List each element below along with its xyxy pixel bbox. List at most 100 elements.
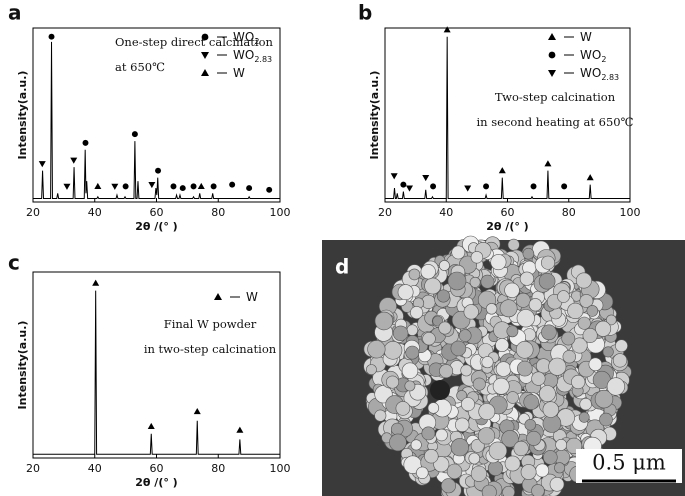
marker xyxy=(422,175,430,182)
sem-particle xyxy=(488,441,508,460)
x-tick-label: 60 xyxy=(150,206,164,219)
scale-bar-label: 0.5 μm xyxy=(592,451,666,475)
x-axis-label: 2θ /(° ) xyxy=(135,476,177,489)
sem-particle xyxy=(540,255,555,270)
sem-particle xyxy=(374,409,387,422)
x-tick-label: 100 xyxy=(270,462,291,475)
marker xyxy=(544,160,552,167)
x-tick-label: 100 xyxy=(620,206,641,219)
marker xyxy=(266,186,273,193)
sem-particle xyxy=(433,456,450,473)
marker xyxy=(530,183,537,190)
sem-particle xyxy=(579,398,592,411)
sem-particle xyxy=(421,426,436,441)
sem-particle xyxy=(516,360,533,377)
legend-symbol xyxy=(201,33,209,41)
legend-subscript: 2 xyxy=(601,55,606,64)
sem-particle xyxy=(435,428,448,442)
sem-particle xyxy=(582,327,598,343)
sem-particle xyxy=(588,357,603,372)
legend-symbol xyxy=(548,70,556,77)
sem-particle xyxy=(405,345,420,360)
x-tick-label: 80 xyxy=(211,462,225,475)
sem-particle xyxy=(460,364,473,377)
x-tick-label: 60 xyxy=(501,206,515,219)
legend-symbol xyxy=(201,69,209,76)
marker xyxy=(430,183,437,190)
marker xyxy=(229,181,236,188)
sem-particle xyxy=(436,289,450,303)
sem-particle xyxy=(506,391,519,404)
sem-particle xyxy=(404,380,416,392)
sem-particle xyxy=(507,238,520,251)
legend-symbol xyxy=(214,293,222,300)
marker xyxy=(170,183,177,190)
sem-particle xyxy=(424,449,439,464)
annotation: Two-step calcination xyxy=(495,90,616,104)
sem-particle xyxy=(456,390,468,401)
sem-particle xyxy=(390,422,404,436)
x-tick-label: 80 xyxy=(562,206,576,219)
annotation: One-step direct calcination xyxy=(115,35,274,49)
x-axis-label: 2θ /(° ) xyxy=(135,220,177,233)
marker xyxy=(148,181,156,189)
sem-particle xyxy=(575,272,592,289)
sem-particle xyxy=(499,299,518,318)
sem-particle xyxy=(531,371,546,386)
legend-subscript: 2 xyxy=(254,37,259,46)
sem-particle xyxy=(586,305,599,317)
sem-particle xyxy=(522,247,535,260)
sem-particle xyxy=(602,346,614,358)
y-axis-label: Intensity(a.u.) xyxy=(368,71,381,160)
annotation: Final W powder xyxy=(164,317,257,331)
sem-particle xyxy=(515,292,531,308)
sem-particle xyxy=(605,314,617,326)
sem-particle xyxy=(397,284,414,301)
marker xyxy=(155,167,162,174)
sem-particle xyxy=(424,277,442,295)
legend-name: WO xyxy=(580,66,601,80)
sem-particle xyxy=(516,309,535,328)
marker xyxy=(561,183,568,190)
sem-particle xyxy=(458,329,472,342)
sem-particle xyxy=(519,271,535,286)
sem-particle xyxy=(555,438,568,451)
sem-particle xyxy=(455,417,470,432)
legend-label: W xyxy=(246,290,258,304)
sem-particle xyxy=(485,303,498,315)
marker xyxy=(70,157,78,164)
marker xyxy=(400,181,407,188)
legend-symbol xyxy=(548,51,556,59)
sem-particle xyxy=(542,401,559,418)
xrd-pattern xyxy=(385,36,630,200)
xrd-pattern xyxy=(33,41,280,200)
x-tick-label: 40 xyxy=(88,462,102,475)
sem-particle xyxy=(410,439,422,451)
sem-particle xyxy=(535,463,550,478)
marker xyxy=(111,183,119,190)
marker xyxy=(82,139,89,146)
sem-particle xyxy=(450,340,467,357)
marker xyxy=(147,422,155,430)
marker xyxy=(586,174,594,181)
sem-particle xyxy=(478,403,496,421)
legend-label: WO2.83 xyxy=(580,66,619,82)
x-tick-label: 80 xyxy=(211,206,225,219)
marker xyxy=(190,183,197,190)
sem-particle xyxy=(463,304,479,320)
xrd-pattern xyxy=(33,290,280,455)
legend-label: WO2 xyxy=(233,30,259,46)
sem-particle xyxy=(561,331,576,346)
sem-particle xyxy=(446,463,463,480)
sem-particle xyxy=(520,464,537,480)
sem-particle xyxy=(477,427,496,445)
sem-particle xyxy=(450,438,469,457)
sem-particle xyxy=(577,316,591,330)
sem-particle xyxy=(495,338,509,352)
sem-particle xyxy=(594,389,614,409)
sem-particle xyxy=(451,245,466,260)
sem-particle xyxy=(513,440,529,457)
sem-particle xyxy=(470,438,485,453)
sem-particle xyxy=(416,466,429,479)
sem-particle xyxy=(383,340,403,360)
